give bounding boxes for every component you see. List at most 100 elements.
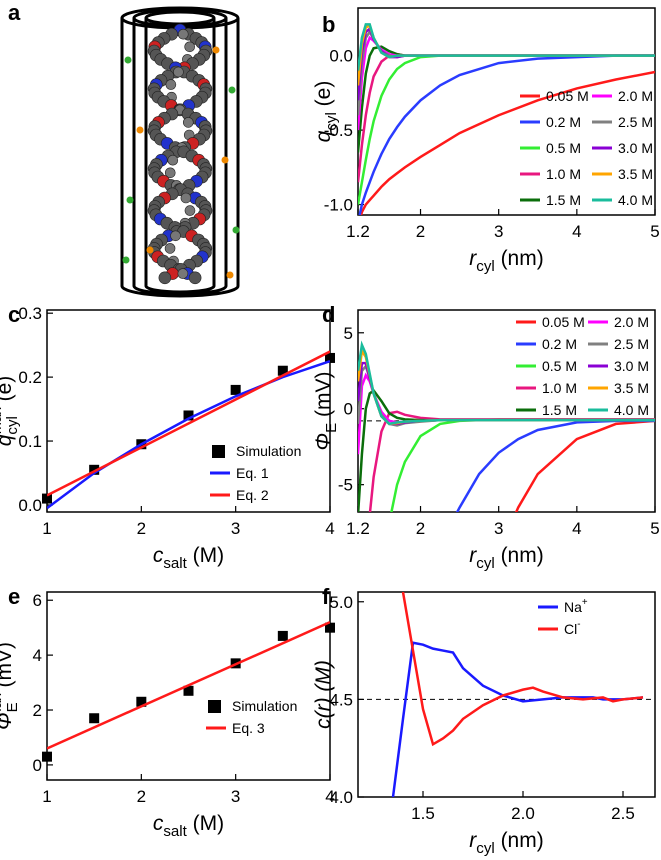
y-tick-label: -5 xyxy=(338,476,353,495)
dna-bead xyxy=(180,192,192,204)
y-tick-label: 5.0 xyxy=(329,593,353,612)
x-axis-label: csalt (M) xyxy=(153,812,224,840)
y-tick-label: 4 xyxy=(33,646,42,665)
legend-label: 4.0 M xyxy=(614,402,649,418)
plot-frame xyxy=(357,591,656,798)
label-sub: cyl xyxy=(476,555,494,572)
dna-bead xyxy=(173,66,184,78)
ion xyxy=(136,126,144,134)
marker xyxy=(325,352,335,363)
label-sub: E xyxy=(323,423,340,433)
dna-cylinder-image xyxy=(120,6,240,298)
x-tick-label: 5 xyxy=(650,519,659,538)
ion xyxy=(226,271,234,279)
x-tick-label: 1 xyxy=(42,519,51,538)
marker xyxy=(89,464,100,475)
label-sub: cyl xyxy=(476,258,494,275)
marker xyxy=(136,696,147,707)
series-line xyxy=(401,592,644,747)
dna-bead xyxy=(165,79,177,90)
dna-bead xyxy=(170,230,181,242)
legend-label: 0.2 M xyxy=(542,336,577,352)
series-line xyxy=(390,418,655,512)
series-line xyxy=(47,359,330,510)
label-part: r xyxy=(469,247,477,270)
legend-label: 1.5 M xyxy=(542,402,577,418)
label-sup: - xyxy=(577,619,580,630)
label-sub: cyl xyxy=(4,416,21,434)
label-part: r xyxy=(469,544,477,567)
ion xyxy=(212,46,220,54)
dna-bead xyxy=(167,154,179,166)
y-tick-label: 0.0 xyxy=(18,496,42,515)
panel-letter: b xyxy=(322,12,335,37)
legend-label: Simulation xyxy=(236,443,301,459)
y-tick-label: 6 xyxy=(33,591,42,610)
label-rest: (mV) xyxy=(0,642,16,693)
x-tick-label: 2.5 xyxy=(611,804,635,823)
legend-label: 0.05 M xyxy=(546,88,589,104)
label-part: c xyxy=(153,544,164,567)
y-axis-label: c(r) (M) xyxy=(312,660,335,729)
series-line xyxy=(455,419,655,512)
series-line xyxy=(47,350,330,497)
legend-label: Eq. 1 xyxy=(236,465,269,481)
y-tick-label: 0 xyxy=(344,400,353,419)
legend-label: 1.0 M xyxy=(546,166,581,182)
y-tick-label: 0.3 xyxy=(18,304,42,323)
legend-label: Cl- xyxy=(564,619,581,637)
dna-bead xyxy=(177,28,189,40)
x-axis-label: csalt (M) xyxy=(153,544,224,572)
label-rest: (M) xyxy=(187,544,224,567)
series-line xyxy=(358,54,655,205)
marker xyxy=(42,493,52,504)
label-rest: (nm) xyxy=(495,544,544,567)
series-line xyxy=(47,621,330,750)
label-sup: + xyxy=(582,597,588,608)
x-tick-label: 5 xyxy=(650,222,659,241)
legend-label: 2.5 M xyxy=(618,114,653,130)
series-line xyxy=(358,54,655,215)
legend-label: 0.5 M xyxy=(546,140,581,156)
y-axis-label: qcyl (e) xyxy=(312,81,340,143)
dna-bead xyxy=(184,205,196,216)
ion xyxy=(126,196,134,204)
x-tick-label: 3 xyxy=(494,519,503,538)
x-tick-label: 2 xyxy=(416,519,425,538)
legend-label: 2.5 M xyxy=(614,336,649,352)
legend-label: 3.0 M xyxy=(618,140,653,156)
y-tick-label: 4.5 xyxy=(329,690,353,709)
x-tick-label: 4 xyxy=(325,519,334,538)
marker xyxy=(277,365,288,376)
label-sub: cyl xyxy=(476,840,494,857)
series-line xyxy=(359,70,655,215)
dna-bead xyxy=(182,117,194,128)
ion xyxy=(122,256,130,264)
legend-label: 3.5 M xyxy=(618,166,653,182)
label-sub: salt xyxy=(163,555,187,572)
dna-bead xyxy=(158,271,172,285)
ion xyxy=(124,56,132,64)
legend-label: 4.0 M xyxy=(618,192,653,208)
x-axis-label: rcyl (nm) xyxy=(469,829,543,857)
label-sub: salt xyxy=(163,823,187,840)
x-tick-label: 1.2 xyxy=(346,222,370,241)
dna-bead xyxy=(164,243,176,254)
label-rest: (nm) xyxy=(495,829,544,852)
label-sup: max xyxy=(0,407,5,434)
dna-bead xyxy=(188,271,202,285)
y-tick-label: 0.1 xyxy=(18,432,42,451)
legend-label: 0.2 M xyxy=(546,114,581,130)
label-rest: (mV) xyxy=(312,372,335,423)
ion xyxy=(228,86,236,94)
legend-label: Eq. 3 xyxy=(232,720,265,736)
series-line xyxy=(358,363,655,427)
label-part: Na xyxy=(564,599,582,615)
series-line xyxy=(358,35,655,131)
panel-letter: e xyxy=(8,584,20,609)
panel-letter: d xyxy=(322,302,335,327)
y-tick-label: 2 xyxy=(33,701,42,720)
legend-label: 1.0 M xyxy=(542,380,577,396)
